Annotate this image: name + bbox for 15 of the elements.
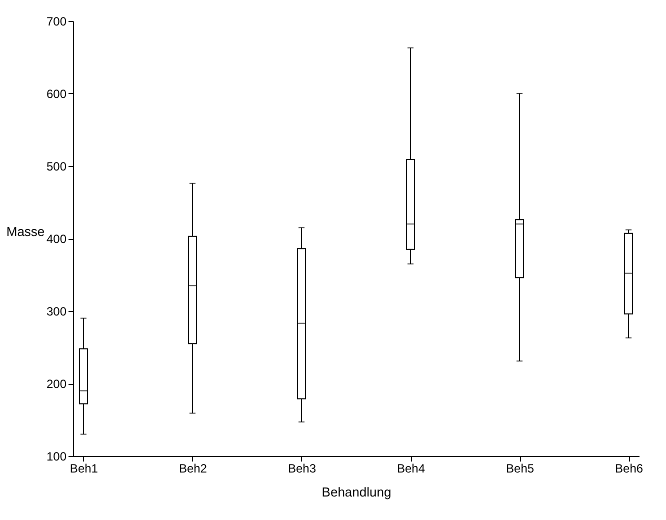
- x-tick-label: Beh2: [178, 462, 208, 476]
- x-tick-label: Beh4: [396, 462, 426, 476]
- y-tick-label: 700: [46, 14, 67, 28]
- y-tick-label: 100: [46, 450, 67, 464]
- y-tick-label: 200: [46, 377, 67, 391]
- x-tick-label: Beh6: [615, 462, 644, 476]
- x-axis-title: Behandlung: [322, 484, 392, 500]
- x-tick-label: Beh3: [288, 462, 316, 476]
- y-tick-label: 600: [46, 87, 67, 101]
- y-tick-label: 300: [46, 304, 67, 318]
- y-tick-label: 500: [46, 160, 67, 174]
- y-axis-title: Masse: [6, 224, 45, 239]
- x-tick-label: Beh5: [506, 462, 534, 476]
- x-tick-label: Beh1: [70, 462, 98, 476]
- y-tick-label: 400: [46, 232, 67, 246]
